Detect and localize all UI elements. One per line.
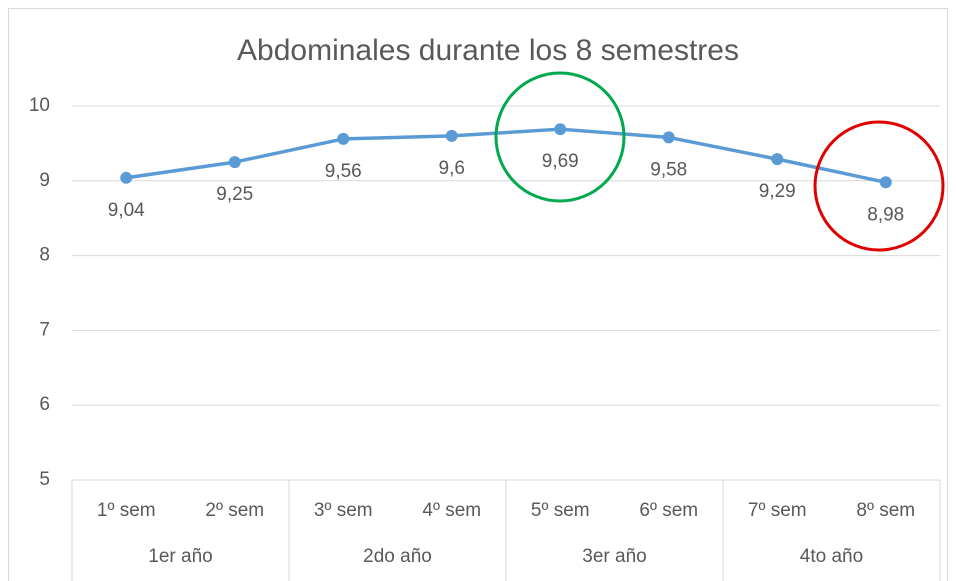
- x-tick-label: 4º sem: [422, 500, 481, 521]
- group-label: 4to año: [800, 546, 863, 567]
- point: [337, 132, 350, 145]
- y-tick-label: 9: [39, 170, 50, 191]
- value-label: 9,29: [759, 181, 796, 202]
- point: [879, 176, 892, 189]
- y-tick-label: 8: [39, 245, 50, 266]
- x-tick-label: 6º sem: [639, 500, 698, 521]
- x-tick-label: 5º sem: [531, 500, 590, 521]
- x-tick-label: 1º sem: [97, 500, 156, 521]
- group-label: 2do año: [363, 546, 432, 567]
- line: [125, 127, 887, 185]
- point: [662, 131, 675, 144]
- y-tick-label: 5: [39, 469, 50, 490]
- x-tick-label: 7º sem: [748, 500, 807, 521]
- value-label: 9,58: [650, 159, 687, 180]
- point: [445, 129, 458, 142]
- highlight-red: [813, 120, 945, 252]
- value-label: 9,6: [439, 158, 465, 179]
- y-tick-label: 6: [39, 394, 50, 415]
- y-tick-label: 10: [29, 95, 50, 116]
- value-label: 9,04: [108, 200, 145, 221]
- point: [228, 156, 241, 169]
- group-label: 1er año: [148, 546, 212, 567]
- value-label: 9,56: [325, 161, 362, 182]
- chart-border: [8, 8, 948, 581]
- x-tick-label: 8º sem: [856, 500, 915, 521]
- value-label: 9,69: [542, 151, 579, 172]
- point: [554, 123, 567, 136]
- highlight-green: [494, 71, 626, 203]
- value-label: 8,98: [867, 204, 904, 225]
- value-label: 9,25: [216, 184, 253, 205]
- group-label: 3er año: [582, 546, 646, 567]
- point: [771, 153, 784, 166]
- x-tick-label: 3º sem: [314, 500, 373, 521]
- point: [120, 171, 133, 184]
- chart-title: Abdominales durante los 8 semestres: [237, 34, 739, 67]
- x-tick-label: 2º sem: [205, 500, 264, 521]
- y-tick-label: 7: [39, 319, 50, 340]
